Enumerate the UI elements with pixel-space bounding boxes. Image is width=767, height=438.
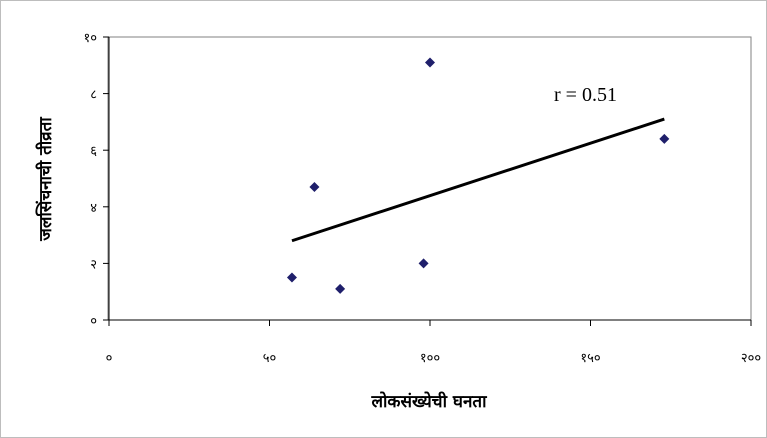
data-point xyxy=(286,272,297,283)
x-tick-label: ५० xyxy=(263,351,277,366)
data-point xyxy=(659,133,670,144)
trendline xyxy=(291,117,665,243)
y-tick-label: ८ xyxy=(90,88,97,103)
y-tick-label: २ xyxy=(90,257,97,272)
correlation-annotation: r = 0.51 xyxy=(554,84,617,106)
y-tick-label: ६ xyxy=(90,144,97,159)
x-tick-label: १५० xyxy=(580,351,600,366)
data-point xyxy=(418,258,429,269)
x-tick-label: २०० xyxy=(741,351,761,366)
y-tick-label: १० xyxy=(83,31,97,46)
data-point xyxy=(425,57,435,68)
y-tick-label: ० xyxy=(90,314,97,329)
plot-area xyxy=(107,36,752,321)
data-marks xyxy=(286,57,670,294)
x-axis-title: लोकसंख्येची घनता xyxy=(371,391,488,412)
x-tick-label: १०० xyxy=(420,351,440,366)
x-tick-label: ० xyxy=(106,351,113,366)
y-tick-label: ४ xyxy=(90,201,97,216)
data-point xyxy=(309,181,320,192)
data-point xyxy=(335,283,346,294)
y-axis-title: जलसिंचनाची तीव्रता xyxy=(35,117,56,242)
